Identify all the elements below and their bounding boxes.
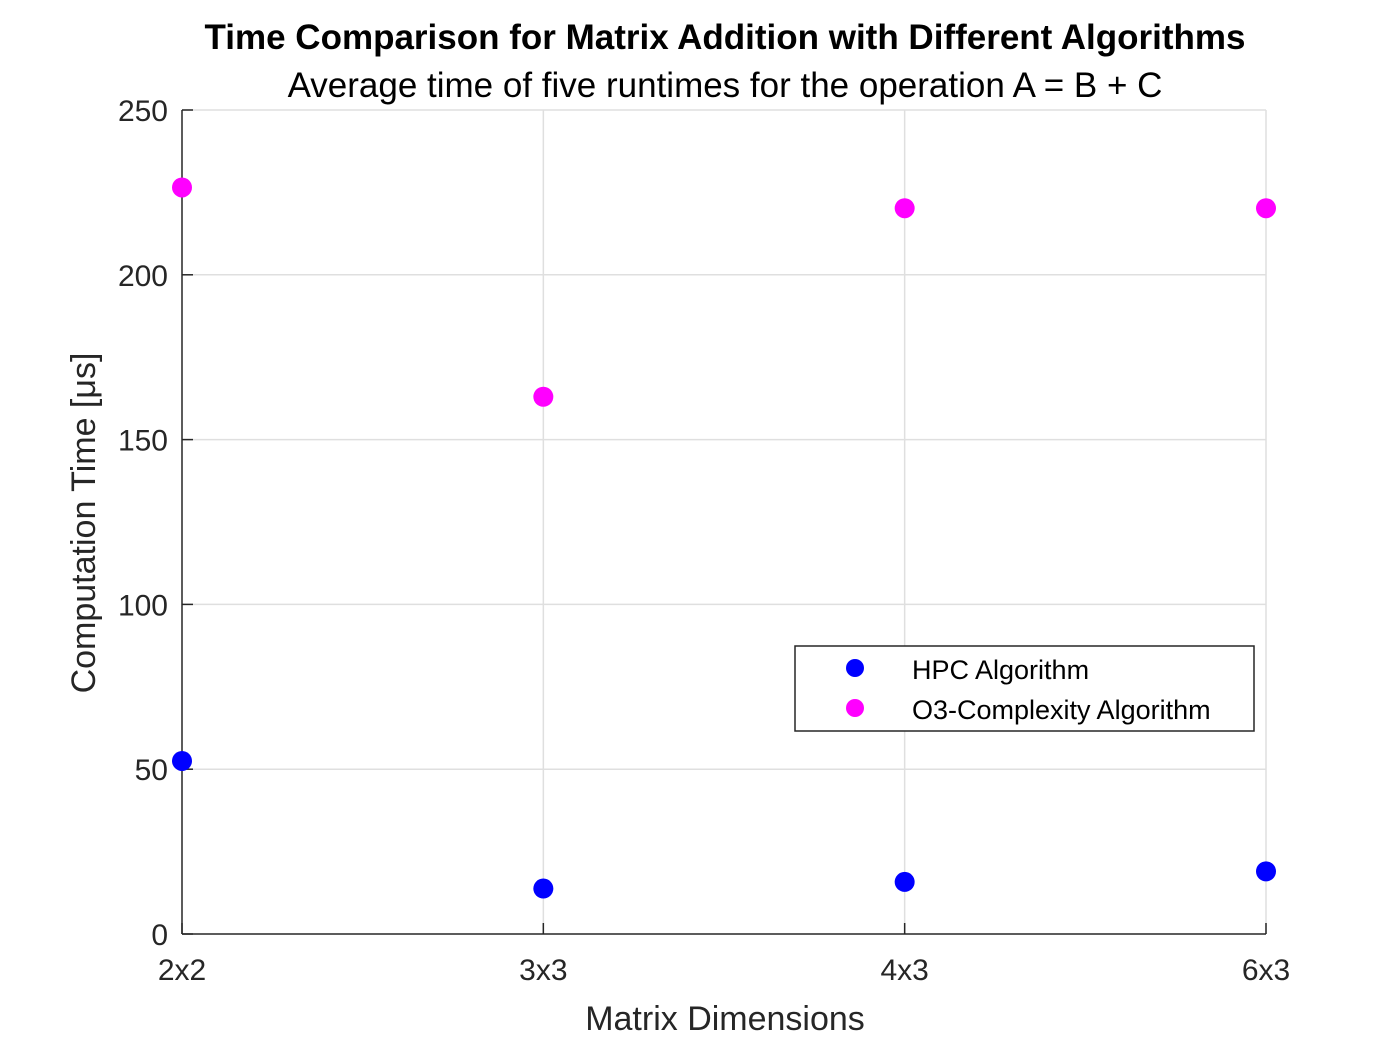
x-tick-label: 3x3 (519, 954, 567, 987)
y-axis-title: Computation Time [μs] (65, 353, 103, 694)
x-tick-label: 4x3 (880, 954, 928, 987)
x-tick-label: 6x3 (1242, 954, 1290, 987)
data-point-series-1 (533, 878, 554, 899)
data-points (172, 177, 1276, 899)
y-tick-label: 50 (135, 754, 168, 787)
y-tick-label: 100 (118, 589, 168, 622)
legend-marker-hpc (846, 659, 864, 677)
y-tick-label: 200 (118, 260, 168, 293)
data-point-series-2 (1256, 198, 1276, 219)
legend-box (794, 645, 1255, 732)
chart-subtitle: Average time of five runtimes for the op… (288, 66, 1163, 105)
data-point-series-1 (172, 750, 192, 771)
data-point-series-1 (894, 871, 915, 892)
y-tick-label: 150 (118, 425, 168, 458)
legend: HPC Algorithm O3-Complexity Algorithm (794, 645, 1255, 732)
x-tick-label: 2x2 (158, 954, 206, 987)
data-point-series-1 (1256, 861, 1276, 882)
tick-labels: 0 50 100 150 200 250 2x2 3x3 4x3 6x3 (118, 95, 1290, 987)
data-point-series-2 (533, 386, 554, 407)
y-tick-label: 0 (151, 919, 168, 952)
x-axis-title: Matrix Dimensions (585, 1000, 865, 1038)
axes (181, 109, 1267, 935)
data-point-series-2 (894, 198, 915, 219)
grid (182, 109, 1267, 934)
legend-marker-o3 (846, 699, 864, 717)
data-point-series-2 (172, 177, 192, 198)
chart-title: Time Comparison for Matrix Addition with… (205, 18, 1246, 57)
legend-label-hpc: HPC Algorithm (912, 655, 1089, 685)
y-tick-label: 250 (118, 95, 168, 128)
legend-label-o3: O3-Complexity Algorithm (912, 695, 1211, 725)
